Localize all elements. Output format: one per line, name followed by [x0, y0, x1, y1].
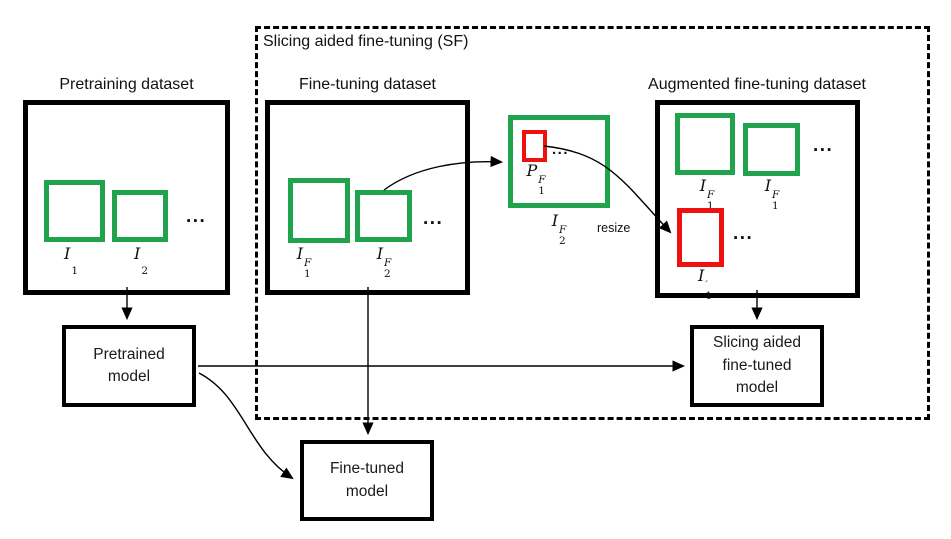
sf-dashed-container — [255, 26, 930, 420]
math-base: I — [764, 176, 772, 195]
math-base: I — [63, 244, 71, 263]
augmented-image-a — [675, 113, 735, 175]
finetuning-ellipsis: ... — [423, 208, 444, 229]
math-base: I — [133, 244, 141, 263]
image-thumbnail-i1f — [288, 178, 350, 243]
augmented-patch-label: I ′ 1 — [685, 266, 725, 302]
finetuning-dataset-title: Fine-tuning dataset — [299, 76, 436, 93]
math-base: I — [551, 211, 559, 230]
math-base: P — [526, 161, 538, 180]
patch-thumbnail-p1f — [522, 130, 547, 162]
pretraining-ellipsis: ... — [186, 206, 207, 227]
pretrained-model-box: Pretrained model — [62, 325, 196, 407]
math-base: I — [697, 266, 705, 285]
augmented-dataset-title: Augmented fine-tuning dataset — [648, 76, 866, 93]
sliced-image-ellipsis: ... — [552, 141, 570, 158]
resize-label: resize — [597, 221, 631, 235]
sf-model-box: Slicing aided fine-tuned model — [690, 325, 824, 407]
finetuned-model-box: Fine-tuned model — [300, 440, 434, 521]
augmented-ellipsis-bottom: ... — [733, 223, 754, 244]
math-scripts: 2 — [141, 265, 148, 277]
sf-container-label: Slicing aided fine-tuning (SF) — [263, 33, 469, 50]
image-thumbnail-i2f — [355, 190, 412, 242]
math-base: I — [376, 244, 384, 263]
math-base: I — [699, 176, 707, 195]
math-scripts: ′ 1 — [705, 279, 712, 303]
augmented-patch-image — [677, 208, 724, 267]
augmented-ellipsis-top: ... — [813, 135, 834, 156]
image-thumbnail-i1 — [44, 180, 105, 242]
image-thumbnail-i2 — [112, 190, 168, 242]
pretraining-dataset-title: Pretraining dataset — [59, 76, 194, 93]
math-base: I — [296, 244, 304, 263]
math-scripts: 1 — [71, 265, 78, 277]
augmented-image-b — [743, 123, 800, 176]
